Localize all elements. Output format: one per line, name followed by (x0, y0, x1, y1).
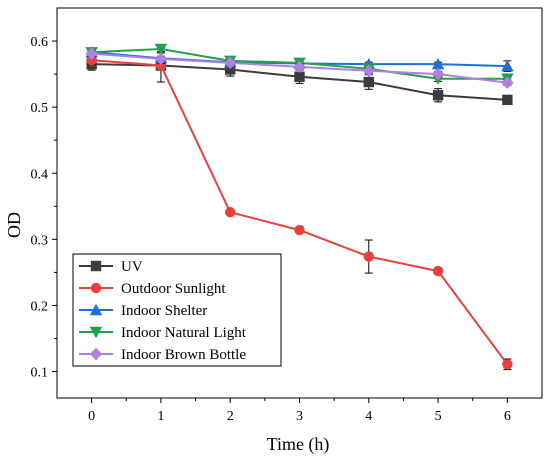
series-indoor-brown-bottle (85, 47, 514, 89)
data-point (154, 43, 168, 56)
data-point (224, 56, 237, 70)
x-tick-label: 4 (365, 409, 372, 424)
y-tick-label: 0.2 (31, 299, 49, 314)
legend-label: Outdoor Sunlight (121, 281, 226, 297)
axes: 0 1 2 3 4 5 6 0.1 0.2 0.3 0.4 0.5 0.6 (31, 7, 543, 424)
x-tick-label: 3 (296, 409, 303, 424)
series-layer (85, 43, 514, 371)
data-point (86, 55, 97, 66)
legend-label: UV (121, 259, 143, 275)
data-point (432, 265, 444, 277)
data-point (293, 60, 306, 74)
data-point (502, 359, 513, 370)
data-point (225, 207, 236, 218)
y-tick-label: 0.5 (31, 101, 49, 116)
data-point (501, 76, 514, 89)
data-point (294, 71, 305, 82)
legend-marker (89, 326, 103, 339)
x-tick-label: 2 (227, 409, 234, 424)
x-tick-label: 1 (157, 409, 164, 424)
x-tick-label: 5 (435, 409, 442, 424)
y-tick-label: 0.6 (31, 35, 49, 50)
legend-label: Indoor Natural Light (121, 325, 247, 341)
legend-marker (90, 260, 102, 272)
legend-marker (89, 347, 103, 361)
legend-label: Indoor Brown Bottle (121, 347, 246, 363)
x-axis-title: Time (h) (267, 434, 330, 455)
data-point (432, 90, 444, 101)
x-tick-label: 6 (504, 409, 511, 424)
y-axis-title: OD (4, 212, 24, 238)
data-point (85, 47, 98, 60)
data-point (294, 224, 305, 236)
data-point (225, 64, 236, 75)
y-tick-label: 0.3 (31, 233, 49, 248)
data-point (431, 57, 445, 70)
series-outdoor-sunlight (86, 48, 513, 371)
data-point (501, 59, 514, 72)
y-tick-label: 0.4 (31, 167, 49, 182)
legend: UV Outdoor Sunlight Indoor Shelter Indoor N… (72, 253, 282, 367)
data-point (363, 251, 374, 262)
x-tick-label: 0 (88, 409, 95, 424)
legend-marker (89, 303, 103, 316)
data-point (154, 52, 168, 66)
data-point (363, 76, 374, 88)
legend-label: Indoor Shelter (121, 303, 207, 319)
data-point (362, 64, 375, 77)
data-point (502, 94, 513, 106)
data-point (431, 67, 445, 81)
legend-marker (90, 282, 102, 294)
y-tick-label: 0.1 (31, 366, 49, 381)
